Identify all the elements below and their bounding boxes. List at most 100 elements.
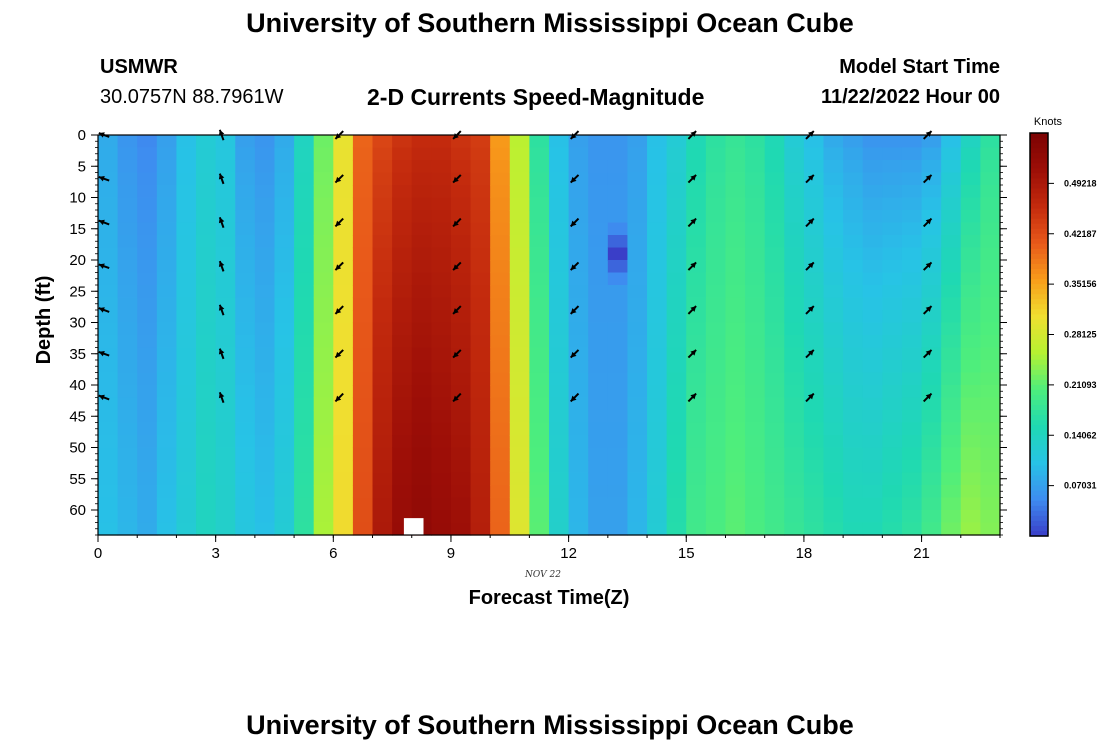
heatmap-cell xyxy=(882,247,903,261)
heatmap-cell xyxy=(843,285,864,299)
heatmap-cell xyxy=(450,235,472,249)
heatmap-cell xyxy=(352,497,374,511)
heatmap-cell xyxy=(764,410,785,424)
heatmap-cell xyxy=(980,422,1001,436)
heatmap-cell xyxy=(764,397,785,411)
heatmap-cell xyxy=(313,510,334,524)
heatmap-cell xyxy=(156,247,178,261)
heatmap-cell xyxy=(627,347,648,361)
heatmap-cell xyxy=(450,360,472,374)
current-arrow-head xyxy=(218,304,225,311)
heatmap-cell xyxy=(764,135,785,149)
heatmap-cell xyxy=(764,522,785,536)
heatmap-cell xyxy=(960,472,981,486)
heatmap-cell xyxy=(823,360,844,374)
heatmap-cell xyxy=(156,197,178,211)
heatmap-cell xyxy=(588,147,609,161)
heatmap-cell xyxy=(352,385,374,399)
heatmap-cell xyxy=(980,197,1001,211)
heatmap-cell xyxy=(509,197,530,211)
heatmap-cell xyxy=(411,347,432,361)
heatmap-cell xyxy=(568,485,589,499)
heatmap-cell xyxy=(725,485,746,499)
heatmap-cell xyxy=(568,285,589,299)
heatmap-cell xyxy=(745,222,766,236)
current-arrow xyxy=(452,392,462,403)
heatmap-cell xyxy=(529,385,550,399)
heatmap-cell xyxy=(411,410,432,424)
heatmap-cell xyxy=(470,247,491,261)
heatmap-cell xyxy=(372,297,393,311)
heatmap-cell xyxy=(274,335,295,349)
heatmap-cell xyxy=(568,460,589,474)
heatmap-cell xyxy=(627,197,648,211)
heatmap-cell xyxy=(313,472,334,486)
heatmap-cell xyxy=(980,510,1001,524)
heatmap-cell xyxy=(372,510,393,524)
current-arrow xyxy=(687,349,697,359)
heatmap-cell xyxy=(254,522,276,536)
heatmap-cell xyxy=(686,372,707,386)
footer-title: University of Southern Mississippi Ocean… xyxy=(246,710,854,740)
heatmap-cell xyxy=(686,435,707,449)
heatmap-cell xyxy=(647,347,668,361)
heatmap-cell xyxy=(333,147,354,161)
heatmap-cell xyxy=(137,135,158,149)
heatmap-cell xyxy=(862,260,883,274)
heatmap-cell xyxy=(941,185,962,199)
heatmap-cell xyxy=(431,322,452,336)
heatmap-cell xyxy=(313,272,334,286)
heatmap-cell xyxy=(941,285,962,299)
heatmap-cell xyxy=(117,510,138,524)
heatmap-cell xyxy=(666,410,687,424)
heatmap-cell xyxy=(176,285,197,299)
heatmap-cell xyxy=(862,485,883,499)
heatmap-cell xyxy=(980,147,1001,161)
heatmap-cell xyxy=(823,460,844,474)
heatmap-cell xyxy=(392,322,413,336)
heatmap-cell xyxy=(117,160,138,174)
heatmap-cell xyxy=(784,135,805,149)
current-arrow-head xyxy=(690,174,697,181)
heatmap-cell xyxy=(196,272,217,286)
heatmap-cell xyxy=(921,447,942,461)
heatmap-cell xyxy=(921,285,942,299)
heatmap-cell xyxy=(529,485,550,499)
heatmap-cell xyxy=(941,297,962,311)
heatmap-cell xyxy=(509,460,530,474)
heatmap-cell xyxy=(980,135,1001,149)
colorbar-segment xyxy=(1030,530,1048,537)
heatmap-cell xyxy=(862,422,883,436)
heatmap-cell xyxy=(254,485,276,499)
heatmap-cell xyxy=(803,460,825,474)
x-tick-label: 0 xyxy=(94,545,102,562)
heatmap-cell xyxy=(627,285,648,299)
heatmap-cell xyxy=(803,235,825,249)
heatmap-cell xyxy=(588,197,609,211)
heatmap-cell xyxy=(843,435,864,449)
heatmap-cell xyxy=(764,372,785,386)
heatmap-cell xyxy=(588,272,609,286)
heatmap-cell xyxy=(745,260,766,274)
heatmap-cell xyxy=(176,472,197,486)
heatmap-cell xyxy=(647,272,668,286)
heatmap-cell xyxy=(196,135,217,149)
y-tick-label: 40 xyxy=(69,377,86,394)
heatmap-cell xyxy=(882,335,903,349)
heatmap-cell xyxy=(764,197,785,211)
heatmap-cell xyxy=(274,385,295,399)
heatmap-cell xyxy=(156,447,178,461)
heatmap-cell xyxy=(823,435,844,449)
heatmap-cell xyxy=(372,347,393,361)
heatmap-cell xyxy=(549,422,570,436)
heatmap-cell xyxy=(647,372,668,386)
heatmap-cell xyxy=(196,197,217,211)
heatmap-cell xyxy=(627,160,648,174)
heatmap-cell xyxy=(156,185,178,199)
heatmap-cell xyxy=(764,335,785,349)
heatmap-cell xyxy=(313,310,334,324)
heatmap-cell xyxy=(176,322,197,336)
heatmap-cell xyxy=(98,135,119,149)
heatmap-cell xyxy=(274,397,295,411)
heatmap-cell xyxy=(784,197,805,211)
